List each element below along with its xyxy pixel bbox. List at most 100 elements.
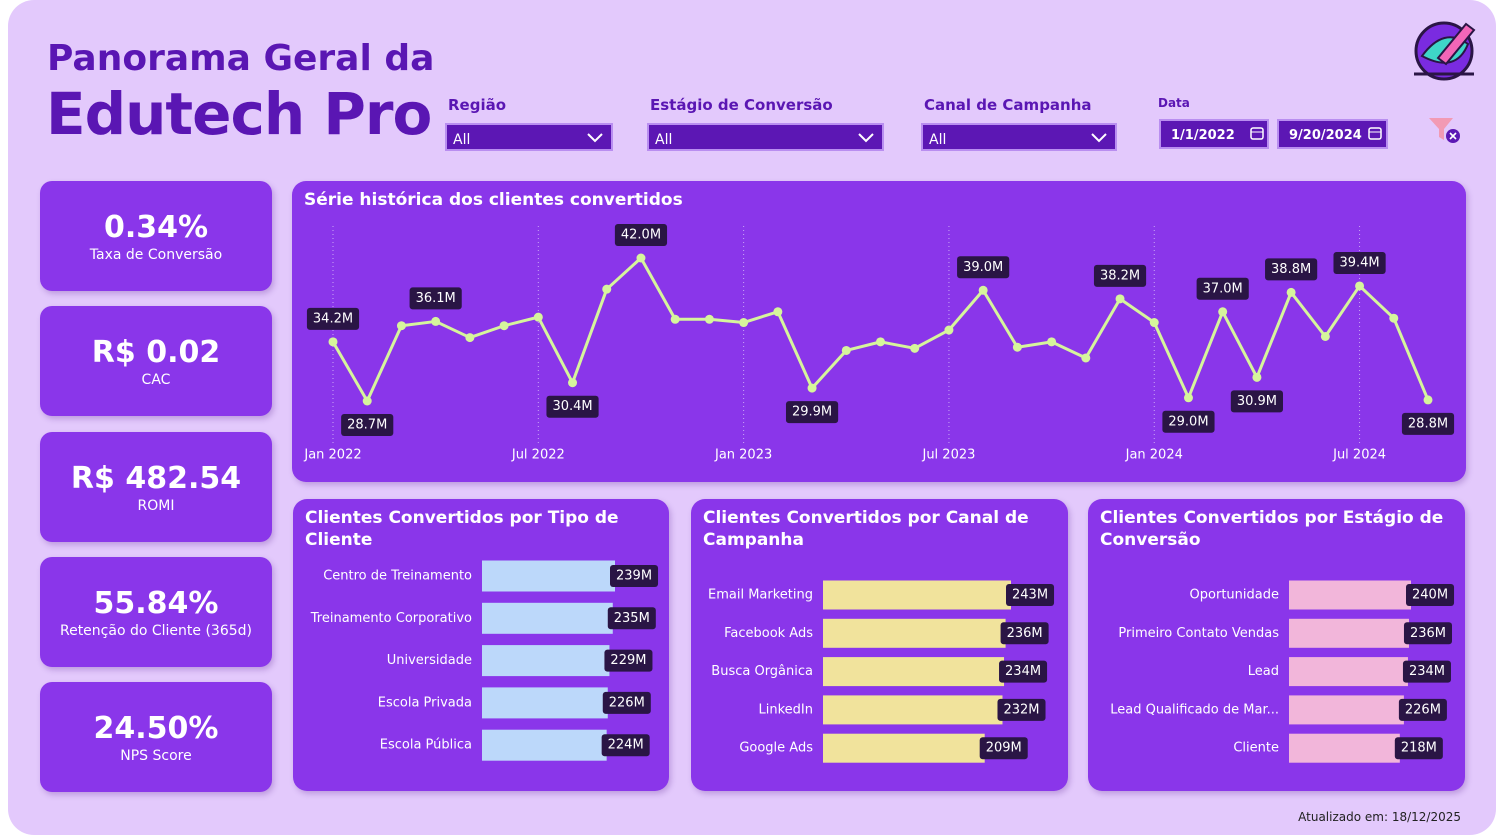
point [465,333,475,343]
data-label-box [614,224,668,246]
bar [1289,618,1409,648]
logo [1414,21,1476,81]
data-label-box [1196,277,1249,300]
point [1115,294,1125,304]
point [739,318,749,328]
data-label-box [1403,622,1452,645]
data-label: 28.8M [1408,416,1448,431]
bar [823,657,1005,687]
dropdown-value: All [453,132,471,148]
x-tick-label: Jul 2023 [921,448,975,463]
x-tick-label: Jan 2023 [714,448,772,463]
kpi-label: Taxa de Conversão [89,247,223,263]
data-label-box [546,395,599,418]
point [636,253,646,263]
data-label: 236M [1007,626,1043,641]
bar-chart: Centro de Treinamento 239M Treinamento Cor… [310,560,659,761]
data-label-box [409,287,462,310]
data-label: 229M [610,653,646,668]
footer: Atualizado em: 18/12/2025 [1298,810,1461,824]
point [533,312,543,322]
chevron [587,133,603,143]
point [568,378,578,388]
dropdown[interactable]: All [445,123,613,151]
data-label-box [601,734,650,757]
calendar-icon[interactable] [1368,126,1382,140]
bar [482,729,607,761]
data-label: 28.7M [347,418,387,433]
point [1389,313,1399,323]
data-label: 36.1M [416,291,456,306]
data-label: 239M [616,569,652,584]
bar [823,733,985,763]
data-label: 30.9M [1237,394,1277,409]
data-label-box [957,256,1010,279]
chart-title: Clientes Convertidos por Estágio de Conv… [1100,508,1444,550]
data-label-box [306,307,360,330]
point [1320,331,1330,341]
data-label-box [1402,660,1451,683]
data-label-box [1406,584,1455,606]
title-line: Panorama Geral da [47,38,435,79]
category-label: Treinamento Corporativo [310,611,472,626]
data-label-box [1000,622,1049,645]
dropdown[interactable]: All [647,123,884,151]
bar [482,687,608,719]
dropdown-value: All [655,132,673,148]
kpi-card: 24.50% NPS Score [40,682,272,792]
data-label: 234M [1409,664,1445,679]
bar [1289,580,1411,610]
data-label: 42.0M [621,228,661,243]
point [1252,372,1262,382]
category-label: Escola Privada [378,695,472,710]
data-label-box [1265,258,1318,281]
bar [482,645,610,677]
data-label: 226M [1405,702,1441,717]
data-label: 234M [1005,664,1041,679]
point [362,396,372,406]
bar [1289,657,1408,687]
point [1149,318,1159,328]
point [773,307,783,317]
point [910,343,920,353]
x-tick-label: Jul 2024 [1332,448,1386,463]
chart-title: Série histórica dos clientes convertidos [304,190,683,210]
kpi-label: NPS Score [120,748,192,764]
data-label-box [1333,251,1386,274]
chart-title: Clientes Convertidos por Canal de Campan… [703,508,1029,550]
category-label: Lead [1248,664,1279,679]
data-label-box [341,414,394,436]
data-label: 235M [614,611,650,626]
data-label-box [607,607,656,630]
kpi-card: R$ 482.54 ROMI [40,432,272,542]
x-tick-label: Jul 2022 [511,448,565,463]
bar [823,580,1011,610]
date-label: Data [1158,96,1190,110]
dropdown[interactable]: All [921,123,1117,151]
data-label: 38.2M [1100,268,1140,283]
data-label-box [997,698,1046,721]
bar-panel: Email Marketing 243M Facebook Ads 236M Busca… [691,499,1068,791]
data-label-box [1162,410,1215,433]
clear-filter-icon[interactable] [1428,116,1462,146]
category-label: LinkedIn [759,702,813,717]
data-label-box [1394,737,1443,760]
kpi-label: CAC [141,372,171,388]
data-label: 226M [609,695,645,710]
kpi-value: R$ 0.02 [91,335,221,370]
calendar-icon[interactable] [1250,126,1264,140]
filter-label: Região [448,96,507,114]
point [841,345,851,355]
point [1081,353,1091,363]
data-label: 34.2M [313,311,353,326]
point [1355,281,1365,291]
point [602,284,612,294]
kpi-value: 24.50% [93,711,219,746]
bar [1289,733,1400,763]
data-label: 243M [1012,588,1048,603]
category-label: Email Marketing [708,588,813,603]
category-label: Oportunidade [1190,588,1279,603]
point [978,285,988,295]
bar-chart: Email Marketing 243M Facebook Ads 236M Busca… [708,580,1055,763]
point [1012,342,1022,352]
